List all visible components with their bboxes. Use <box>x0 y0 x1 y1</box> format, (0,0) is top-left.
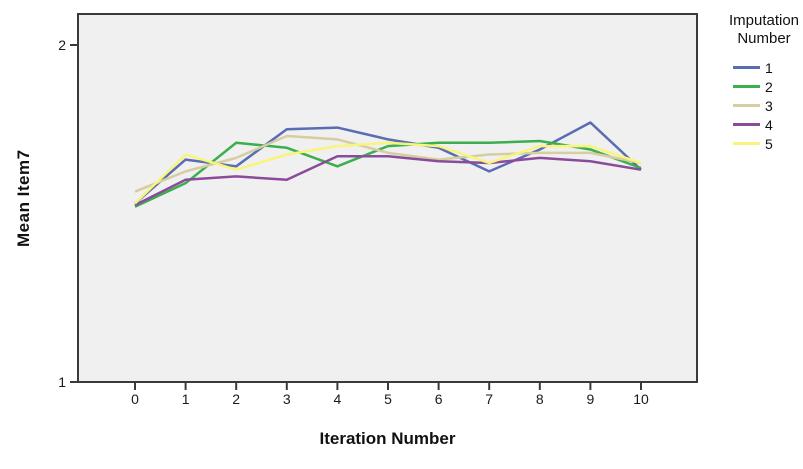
x-tick-label-0: 0 <box>131 391 139 407</box>
legend-entries: 1 2 3 4 5 <box>725 58 803 153</box>
legend-swatch-icon <box>733 142 760 145</box>
x-axis-title: Iteration Number <box>319 429 456 448</box>
legend-entry-label: 2 <box>765 78 773 95</box>
legend-entry-label: 5 <box>765 135 773 152</box>
legend-entry-2: 2 <box>733 77 803 96</box>
x-tick-label-6: 6 <box>434 391 443 407</box>
x-tick-label-7: 7 <box>485 391 494 407</box>
plot-panel <box>77 13 698 383</box>
x-tick-label-2: 2 <box>232 391 241 407</box>
x-tick-label-3: 3 <box>282 391 291 407</box>
series-line-4 <box>134 154 642 207</box>
legend-entry-3: 3 <box>733 96 803 115</box>
x-tick-label-1: 1 <box>181 391 190 407</box>
legend: Imputation Number 1 2 3 4 5 <box>725 12 803 153</box>
legend-entry-4: 4 <box>733 115 803 134</box>
legend-entry-5: 5 <box>733 134 803 153</box>
legend-entry-1: 1 <box>733 58 803 77</box>
x-tick-label-9: 9 <box>586 391 595 407</box>
legend-title-line1: Imputation <box>728 12 800 29</box>
legend-entry-label: 1 <box>765 59 773 76</box>
series-line-2 <box>134 139 642 208</box>
y-tick-label-2: 2 <box>58 37 66 53</box>
legend-title-line2: Number <box>737 30 791 47</box>
legend-swatch-icon <box>733 104 760 107</box>
legend-title: Imputation Number <box>725 12 803 48</box>
legend-entry-label: 3 <box>765 97 773 114</box>
legend-swatch-icon <box>733 85 760 88</box>
x-tick-label-10: 10 <box>633 391 649 407</box>
y-tick-label-1: 1 <box>58 374 66 390</box>
x-tick-label-5: 5 <box>384 391 392 407</box>
series-line-5 <box>134 141 642 205</box>
legend-swatch-icon <box>733 123 760 126</box>
x-tick-label-4: 4 <box>333 391 342 407</box>
x-tick-label-8: 8 <box>535 391 544 407</box>
legend-entry-label: 4 <box>765 116 773 133</box>
legend-swatch-icon <box>733 66 760 69</box>
series-line-3 <box>134 134 642 193</box>
